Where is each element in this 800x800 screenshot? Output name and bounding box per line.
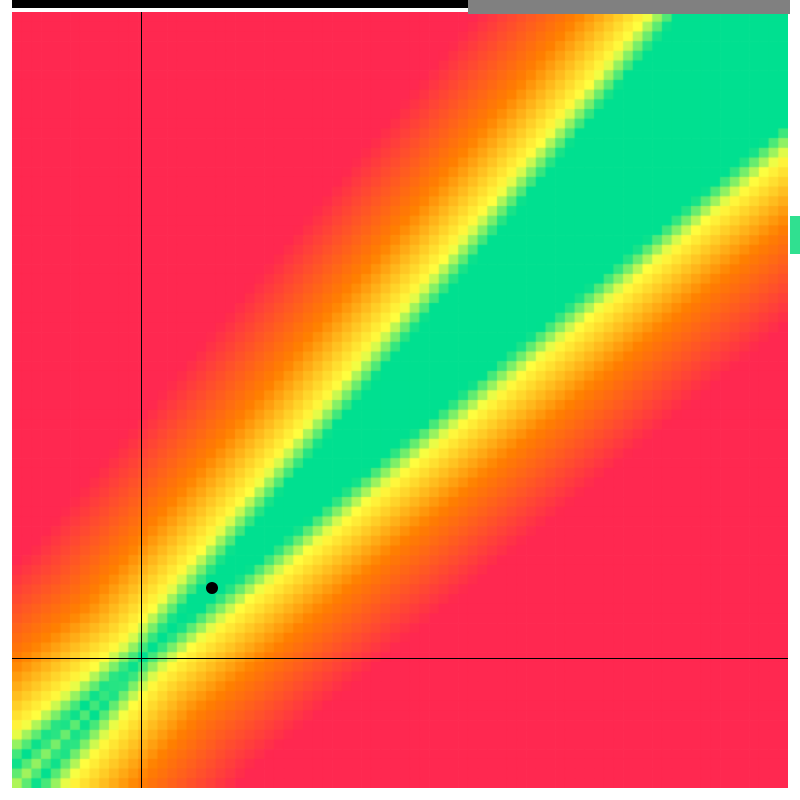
chart-stage <box>0 0 800 800</box>
heatmap-canvas <box>12 12 788 788</box>
origin-marker <box>206 582 218 594</box>
y-axis-line <box>141 12 142 788</box>
top-black-bar <box>12 0 468 8</box>
x-axis-line <box>12 658 788 659</box>
right-green-tab <box>790 216 800 254</box>
top-grey-bar <box>468 0 790 14</box>
